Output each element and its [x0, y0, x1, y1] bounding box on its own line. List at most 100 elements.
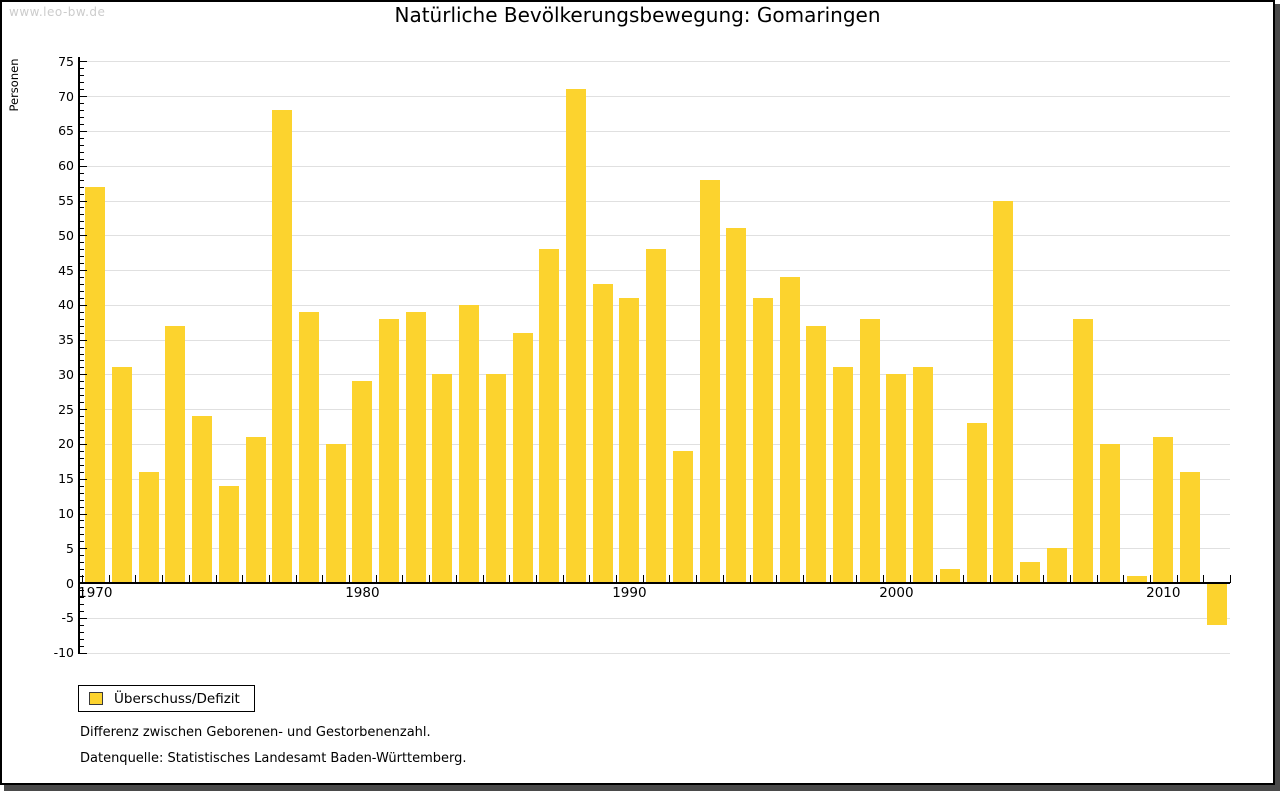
y-tick-19	[80, 450, 84, 452]
y-tick-label-55: 55	[58, 193, 74, 208]
x-boundary-tick	[1069, 575, 1071, 583]
y-tick-label-40: 40	[58, 297, 74, 313]
gridline-55	[80, 200, 1231, 202]
bar-1991	[646, 249, 666, 583]
x-boundary-tick	[402, 575, 404, 583]
x-boundary-tick	[215, 575, 217, 583]
y-tick-2	[80, 569, 84, 571]
y-tick-40	[80, 304, 87, 306]
y-tick-49	[80, 242, 84, 244]
x-boundary-tick	[162, 575, 164, 583]
bar-1995	[752, 297, 773, 583]
x-tick-label-1980: 1980	[345, 585, 380, 601]
y-tick-33	[80, 353, 84, 355]
bar-1993	[699, 179, 720, 583]
bar-2010	[1153, 436, 1174, 583]
bar-1974	[192, 416, 213, 583]
bar-1983	[432, 374, 453, 584]
y-tick-18	[80, 457, 84, 459]
bar-1981	[379, 318, 400, 583]
bar-2011	[1180, 471, 1200, 583]
x-boundary-tick	[509, 575, 511, 583]
x-boundary-tick	[1150, 575, 1151, 583]
x-boundary-tick	[322, 575, 324, 583]
bar-1972	[138, 471, 159, 583]
bar-1999	[859, 318, 880, 583]
x-tick-label-1970: 1970	[78, 585, 113, 601]
gridline-60	[80, 165, 1231, 167]
y-tick-label-35: 35	[58, 332, 74, 348]
legend-swatch-icon	[89, 692, 103, 705]
y-tick--2	[80, 596, 84, 598]
bar-1992	[672, 450, 693, 583]
bar-1987	[539, 249, 560, 583]
y-tick-51	[80, 228, 84, 230]
y-tick-42	[80, 290, 84, 292]
x-boundary-tick	[1123, 575, 1125, 583]
bar-1978	[299, 311, 319, 583]
y-tick-22	[80, 430, 84, 431]
bar-2003	[966, 423, 987, 583]
y-tick-48	[80, 249, 84, 251]
y-tick-3	[80, 562, 84, 564]
y-axis-line	[78, 57, 80, 654]
y-tick-44	[80, 277, 84, 278]
x-boundary-tick	[722, 575, 724, 583]
x-tick-label-2000: 2000	[879, 585, 914, 601]
x-boundary-tick	[349, 575, 350, 583]
y-tick-75	[80, 61, 87, 63]
bar-2002	[939, 569, 960, 583]
y-tick-71	[80, 89, 84, 91]
y-tick-34	[80, 346, 84, 348]
bar-1971	[112, 367, 132, 583]
bar-1979	[325, 443, 346, 583]
y-tick--6	[80, 624, 84, 626]
y-tick-35	[80, 339, 87, 341]
y-tick-38	[80, 318, 84, 320]
y-tick-label-30: 30	[58, 366, 74, 382]
bar-1970	[85, 186, 106, 583]
y-tick-label-15: 15	[58, 471, 74, 487]
x-boundary-tick	[108, 575, 110, 583]
legend-box: Überschuss/Defizit	[78, 685, 255, 712]
y-tick--10	[80, 652, 87, 654]
x-boundary-tick	[616, 575, 617, 583]
gridline--5	[80, 617, 1231, 619]
x-boundary-tick	[669, 575, 671, 583]
y-tick-36	[80, 332, 84, 334]
y-tick-54	[80, 207, 84, 209]
bar-1994	[726, 228, 747, 583]
y-tick-58	[80, 179, 84, 181]
x-boundary-tick	[989, 575, 991, 583]
x-axis-line	[78, 582, 1231, 584]
y-tick-9	[80, 520, 84, 522]
y-tick-label-5: 5	[66, 540, 74, 556]
bar-1989	[592, 283, 613, 583]
footnote-source: Datenquelle: Statistisches Landesamt Bad…	[80, 751, 467, 766]
bar-2004	[993, 200, 1014, 583]
y-tick-21	[80, 436, 84, 438]
y-tick-14	[80, 485, 84, 487]
y-tick-23	[80, 423, 84, 424]
y-tick-37	[80, 325, 84, 327]
y-tick-68	[80, 110, 84, 112]
x-boundary-tick	[1230, 575, 1232, 583]
y-tick-46	[80, 263, 84, 265]
x-boundary-tick	[482, 575, 484, 583]
bar-2007	[1073, 318, 1094, 583]
gridline-50	[80, 235, 1231, 237]
bar-2009	[1126, 576, 1147, 583]
y-tick-label-45: 45	[58, 262, 74, 278]
y-tick-0	[80, 583, 87, 584]
bar-2005	[1019, 562, 1040, 583]
y-tick-63	[80, 144, 84, 146]
y-tick-6	[80, 541, 84, 543]
x-boundary-tick	[535, 575, 537, 583]
y-tick-7	[80, 534, 84, 536]
y-tick-label-25: 25	[58, 401, 74, 417]
gridline--10	[80, 652, 1231, 654]
y-tick-66	[80, 124, 84, 125]
y-tick-60	[80, 165, 87, 167]
y-tick-47	[80, 256, 84, 258]
y-tick-31	[80, 367, 84, 369]
